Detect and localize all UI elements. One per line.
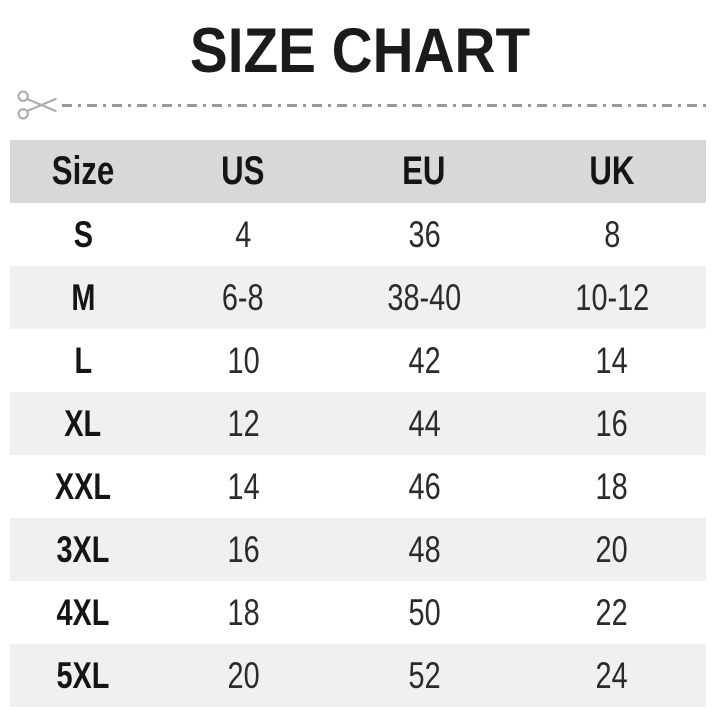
header-cell-uk: UK <box>518 149 706 194</box>
table-header-row: Size US EU UK <box>10 140 706 203</box>
us-cell: 12 <box>227 402 260 444</box>
table-row-5xl: 5XL 20 52 24 <box>10 644 706 707</box>
uk-cell: 14 <box>595 339 629 381</box>
uk-cell: 24 <box>595 654 629 696</box>
size-cell: 4XL <box>56 591 110 633</box>
us-cell: 20 <box>227 654 260 696</box>
uk-cell: 16 <box>595 402 629 444</box>
header-label-size: Size <box>51 149 115 193</box>
header-label-us: US <box>221 149 265 193</box>
eu-cell: 52 <box>408 654 441 696</box>
dashed-cut-line <box>62 103 710 107</box>
header-cell-us: US <box>156 149 330 194</box>
table-row-3xl: 3XL 16 48 20 <box>10 518 706 581</box>
size-cell: XXL <box>55 465 112 507</box>
uk-cell: 20 <box>595 528 629 570</box>
size-cell: XL <box>64 402 102 444</box>
eu-cell: 42 <box>408 339 441 381</box>
eu-cell: 50 <box>408 591 441 633</box>
header-cell-size: Size <box>10 149 156 194</box>
table-row-s: S 4 36 8 <box>10 203 706 266</box>
uk-cell: 22 <box>595 591 629 633</box>
eu-cell: 36 <box>408 213 441 255</box>
us-cell: 6-8 <box>222 276 265 318</box>
eu-cell: 46 <box>408 465 441 507</box>
table-row-m: M 6-8 38-40 10-12 <box>10 266 706 329</box>
eu-cell: 38-40 <box>387 276 462 318</box>
table-row-l: L 10 42 14 <box>10 329 706 392</box>
us-cell: 14 <box>227 465 260 507</box>
header-label-eu: EU <box>402 149 446 193</box>
size-cell: 5XL <box>56 654 110 696</box>
eu-cell: 44 <box>408 402 441 444</box>
table-row-xl: XL 12 44 16 <box>10 392 706 455</box>
us-cell: 10 <box>227 339 260 381</box>
uk-cell: 18 <box>595 465 629 507</box>
size-cell: M <box>71 276 96 318</box>
size-cell: S <box>73 213 93 255</box>
size-cell: 3XL <box>56 528 110 570</box>
page-title: SIZE CHART <box>0 20 720 83</box>
us-cell: 16 <box>227 528 260 570</box>
uk-cell: 10-12 <box>575 276 649 318</box>
uk-cell: 8 <box>603 213 621 255</box>
us-cell: 4 <box>235 213 252 255</box>
table-row-4xl: 4XL 18 50 22 <box>10 581 706 644</box>
page-title-text: SIZE CHART <box>189 16 531 86</box>
size-cell: L <box>74 339 92 381</box>
header-cell-eu: EU <box>330 149 518 194</box>
header-label-uk: UK <box>589 149 635 193</box>
eu-cell: 48 <box>408 528 441 570</box>
size-table: Size US EU UK S 4 36 8 M 6-8 38-40 10-12… <box>10 140 706 707</box>
us-cell: 18 <box>227 591 260 633</box>
scissors-icon <box>17 90 57 120</box>
table-row-xxl: XXL 14 46 18 <box>10 455 706 518</box>
cut-here-line <box>16 86 710 124</box>
